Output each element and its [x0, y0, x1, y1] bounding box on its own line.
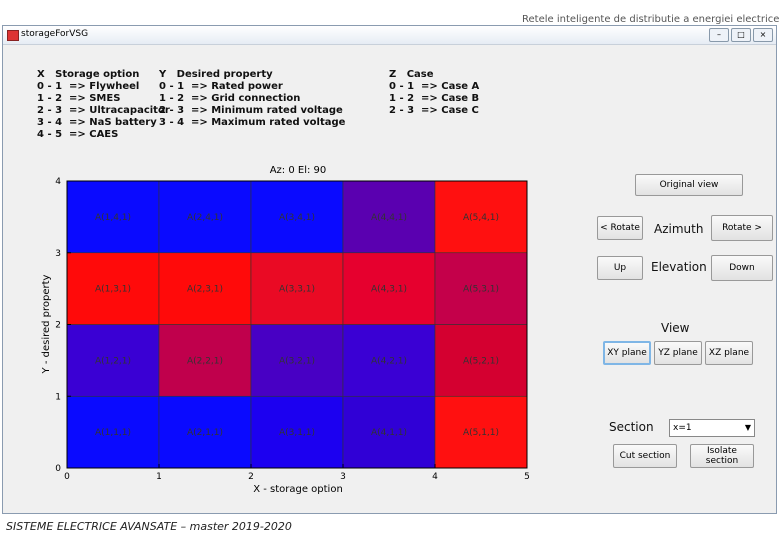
x-tick-label: 2: [248, 472, 254, 482]
legend-line: Y Desired property: [159, 69, 273, 80]
cell-label: A(5,1,1): [463, 428, 499, 438]
legend-y: Y Desired property 0 - 1 => Rated power 1 …: [159, 69, 345, 129]
x-tick-label: 3: [340, 472, 346, 482]
cell: [342, 324, 436, 397]
x-tick-label: 5: [524, 472, 530, 482]
legend-line: 0 - 1 => Case A: [389, 81, 480, 92]
x-tick-label: 0: [64, 472, 70, 482]
cell-label: A(4,3,1): [371, 285, 407, 295]
cut-section[interactable]: Cut section: [613, 444, 677, 468]
y-tick-label: 3: [55, 249, 61, 259]
cell: [250, 324, 344, 397]
y-tick-label: 2: [55, 321, 61, 331]
y-tick-label: 4: [55, 177, 61, 187]
xy-plane[interactable]: XY plane: [603, 341, 651, 365]
legend-x: X Storage option 0 - 1 => Flywheel 1 - 2 =…: [37, 69, 170, 141]
cell: [250, 252, 344, 325]
cell-label: A(2,1,1): [187, 428, 223, 438]
cell-label: A(2,4,1): [187, 213, 223, 223]
legend-line: 2 - 3 => Minimum rated voltage: [159, 105, 343, 116]
cell-label: A(4,4,1): [371, 213, 407, 223]
cell: [342, 180, 436, 254]
azimuth-label: Azimuth: [654, 222, 704, 236]
x-tick-label: 1: [156, 472, 162, 482]
cell-label: A(4,1,1): [371, 428, 407, 438]
footer: SISTEME ELECTRICE AVANSATE – master 2019…: [6, 520, 292, 533]
cell: [250, 180, 344, 254]
legend-line: 2 - 3 => Ultracapacitor: [37, 105, 170, 116]
window-title: storageForVSG: [21, 29, 89, 39]
cell: [434, 395, 528, 469]
rotate-right[interactable]: Rotate >: [711, 215, 773, 241]
legend-line: 2 - 3 => Case C: [389, 105, 479, 116]
plot-frame: [66, 180, 528, 469]
legend-line: 4 - 5 => CAES: [37, 129, 119, 140]
cell-label: A(5,3,1): [463, 285, 499, 295]
legend-line: 1 - 2 => SMES: [37, 93, 121, 104]
cell-label: A(1,1,1): [95, 428, 131, 438]
plot-title: Az: 0 El: 90: [270, 165, 327, 176]
cell-label: A(3,3,1): [279, 285, 315, 295]
cell: [66, 252, 160, 325]
cell: [66, 395, 160, 469]
legend-line: 3 - 4 => Maximum rated voltage: [159, 117, 346, 128]
cell-label: A(2,2,1): [187, 356, 223, 366]
cell-label: A(4,2,1): [371, 356, 407, 366]
legend-line: 0 - 1 => Rated power: [159, 81, 283, 92]
elevation-label: Elevation: [651, 260, 707, 274]
minimize[interactable]: –: [709, 28, 729, 42]
isolate-section[interactable]: Isolate section: [690, 444, 754, 468]
cell-label: A(3,4,1): [279, 213, 315, 223]
close[interactable]: ×: [753, 28, 773, 42]
legend-line: 3 - 4 => NaS battery: [37, 117, 157, 128]
cell-label: A(5,4,1): [463, 213, 499, 223]
cell: [434, 252, 528, 325]
maximize[interactable]: □: [731, 28, 751, 42]
original-view[interactable]: Original view: [635, 174, 743, 196]
legend-line: 1 - 2 => Grid connection: [159, 93, 301, 104]
plot: Az: 0 El: 90 X - storage option Y - desi…: [41, 165, 530, 495]
legend-line: 1 - 2 => Case B: [389, 93, 480, 104]
section-value: x=1: [673, 423, 692, 433]
window: storageForVSG – □ × X Storage option 0 - …: [2, 25, 777, 514]
cell-label: A(3,1,1): [279, 428, 315, 438]
cell-label: A(3,2,1): [279, 356, 315, 366]
cell: [434, 324, 528, 397]
up[interactable]: Up: [597, 256, 643, 280]
xz-plane[interactable]: XZ plane: [705, 341, 753, 365]
legend-line: 0 - 1 => Flywheel: [37, 81, 140, 92]
yz-plane[interactable]: YZ plane: [654, 341, 702, 365]
legend-line: X Storage option: [37, 69, 140, 80]
cell-label: A(1,4,1): [95, 213, 131, 223]
title-bar: storageForVSG – □ ×: [3, 26, 776, 45]
y-label: Y - desired property: [41, 274, 52, 374]
cell: [158, 324, 252, 397]
banner: Retele inteligente de distributie a ener…: [522, 14, 780, 25]
cell-label: A(5,2,1): [463, 356, 499, 366]
cell-label: A(1,3,1): [95, 285, 131, 295]
y-tick-label: 0: [55, 464, 61, 474]
cell: [158, 395, 252, 469]
cell: [66, 324, 160, 397]
cell-label: A(2,3,1): [187, 285, 223, 295]
down[interactable]: Down: [711, 255, 773, 281]
section-label: Section: [609, 420, 654, 434]
x-label: X - storage option: [253, 484, 343, 495]
view-label: View: [661, 321, 690, 335]
app-icon: [7, 30, 19, 41]
cell: [342, 252, 436, 325]
cell: [342, 395, 436, 469]
cell: [250, 395, 344, 469]
cell-label: A(1,2,1): [95, 356, 131, 366]
legend-line: Z Case: [389, 69, 434, 80]
cell: [158, 180, 252, 254]
section-select[interactable]: x=1 ▼: [669, 419, 755, 437]
y-tick-label: 1: [55, 392, 61, 402]
rotate-left[interactable]: < Rotate: [597, 216, 643, 240]
x-tick-label: 4: [432, 472, 438, 482]
